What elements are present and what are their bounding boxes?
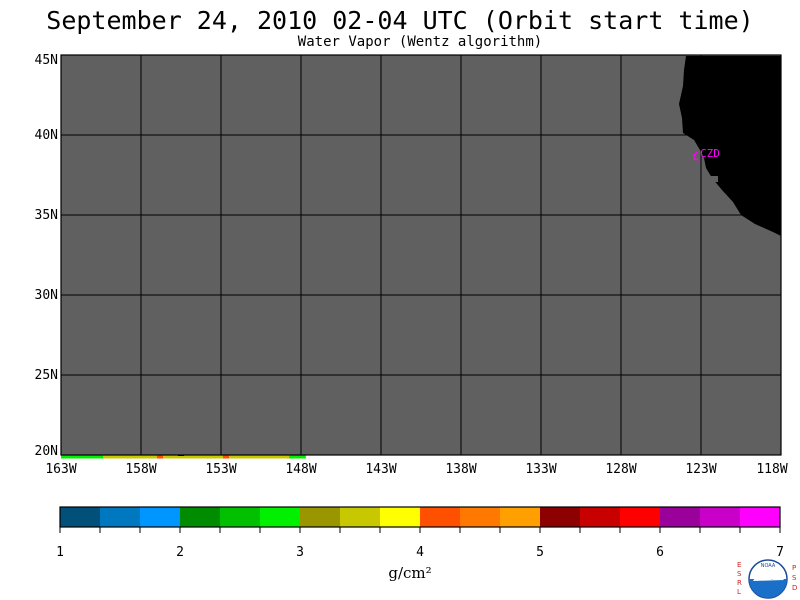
colorbar-tick-label: 3 <box>296 545 304 560</box>
colorbar-tick-label: 1 <box>56 545 64 560</box>
lon-label: 128W <box>605 462 637 477</box>
lon-label: 148W <box>285 462 317 477</box>
station-label: CZD <box>700 147 720 160</box>
logo-letter-right: S <box>792 574 797 582</box>
lon-label: 143W <box>365 462 397 477</box>
noaa-esrl-psd-logo: E S R L P S D NOAA <box>737 559 797 599</box>
lat-lon-grid <box>61 55 781 455</box>
lat-label: 30N <box>34 288 58 303</box>
logo-letter-left: R <box>737 579 742 587</box>
lon-label: 158W <box>125 462 157 477</box>
logo-letter-left: E <box>737 561 741 569</box>
no-data-region <box>61 55 781 455</box>
map-subtitle: Water Vapor (Wentz algorithm) <box>297 34 543 50</box>
colorbar-tick-label: 7 <box>776 545 784 560</box>
colorbar-units: g/cm² <box>388 564 432 582</box>
lon-label: 138W <box>445 462 477 477</box>
logo-letter-right: D <box>792 584 797 592</box>
lon-label: 118W <box>756 462 788 477</box>
logo-letter-left: S <box>737 570 742 578</box>
lon-label: 163W <box>45 462 77 477</box>
colorbar-tick-label: 6 <box>656 545 664 560</box>
colorbar-tick-label: 2 <box>176 545 184 560</box>
lat-label: 20N <box>34 444 58 459</box>
station-marker: CZD <box>693 147 720 161</box>
land-mass <box>679 56 781 236</box>
lat-label: 35N <box>34 208 58 223</box>
lat-label: 40N <box>34 128 58 143</box>
lon-label: 133W <box>525 462 557 477</box>
lon-label: 153W <box>205 462 237 477</box>
map-frame <box>60 54 782 456</box>
lat-label: 25N <box>34 368 58 383</box>
colorbar-tick-label: 4 <box>416 545 424 560</box>
map-title: September 24, 2010 02-04 UTC (Orbit star… <box>46 6 754 35</box>
logo-center-text: NOAA <box>761 563 776 569</box>
logo-letter-right: P <box>792 564 796 572</box>
lon-label: 123W <box>685 462 717 477</box>
logo-letter-left: L <box>737 588 741 596</box>
colorbar-tick-label: 5 <box>536 545 544 560</box>
lat-label: 45N <box>34 53 58 68</box>
